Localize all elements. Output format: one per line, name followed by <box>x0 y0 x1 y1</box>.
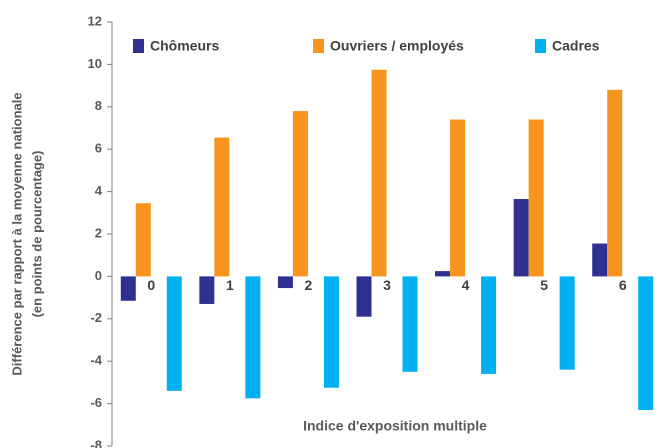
bar <box>513 199 529 277</box>
legend-swatch <box>133 39 144 53</box>
bar <box>277 276 293 289</box>
legend-swatch <box>313 39 324 53</box>
bar <box>214 137 230 277</box>
bar <box>528 119 544 277</box>
bar <box>356 276 372 317</box>
legend-label: Ouvriers / employés <box>330 38 464 54</box>
bar <box>166 276 182 391</box>
x-tick-label: 2 <box>305 277 313 293</box>
bar <box>435 271 451 277</box>
x-tick-label: 1 <box>226 277 234 293</box>
bar <box>481 276 497 374</box>
y-axis-label: (en points de pourcentage) <box>29 151 44 318</box>
x-tick-label: 4 <box>462 277 470 293</box>
bar <box>592 243 608 277</box>
bar <box>323 276 339 388</box>
bar <box>450 119 466 277</box>
bar <box>607 89 623 277</box>
y-tick-label: 12 <box>88 13 102 28</box>
y-axis-label: Différence par rapport à la moyenne nati… <box>9 92 24 375</box>
y-tick-label: -4 <box>90 353 102 368</box>
x-tick-label: 0 <box>147 277 155 293</box>
x-tick-label: 3 <box>383 277 391 293</box>
y-tick-label: 2 <box>95 225 102 240</box>
bar <box>245 276 261 399</box>
y-tick-label: 4 <box>95 183 103 198</box>
y-tick-label: 6 <box>95 141 102 156</box>
x-tick-label: 6 <box>619 277 627 293</box>
bar <box>120 276 136 301</box>
y-tick-label: -2 <box>90 310 102 325</box>
bar <box>638 276 654 410</box>
bar <box>559 276 575 370</box>
y-tick-label: 10 <box>88 56 102 71</box>
legend-label: Chômeurs <box>150 38 219 54</box>
y-tick-label: -6 <box>90 395 102 410</box>
y-tick-label: 0 <box>95 268 102 283</box>
x-axis-label: Indice d'exposition multiple <box>303 418 487 434</box>
legend-swatch <box>535 39 546 53</box>
bar <box>292 111 308 277</box>
y-tick-label: 8 <box>95 98 102 113</box>
bar <box>402 276 418 372</box>
y-tick-label: -8 <box>90 437 102 448</box>
bar <box>135 203 151 277</box>
x-tick-label: 5 <box>540 277 548 293</box>
bar <box>371 69 387 277</box>
legend-label: Cadres <box>552 38 600 54</box>
bar <box>199 276 215 304</box>
